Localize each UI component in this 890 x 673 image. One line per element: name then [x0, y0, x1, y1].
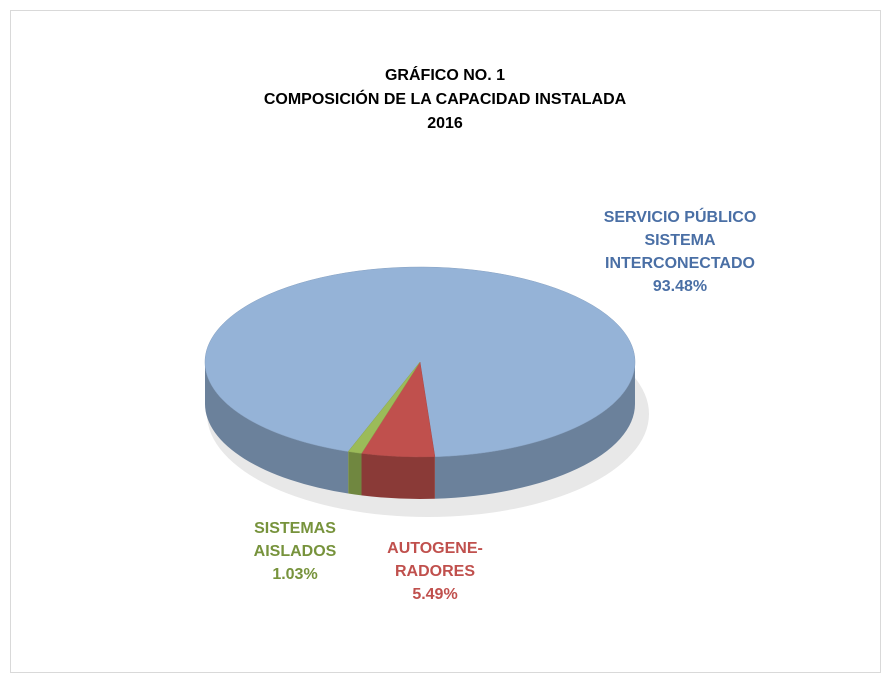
value-label: 93.48%: [653, 278, 707, 295]
text-line: SISTEMAS: [254, 520, 336, 537]
value-label: 1.03%: [272, 566, 317, 583]
text-line: SERVICIO PÚBLICO: [604, 207, 757, 226]
text-line: RADORES: [395, 563, 475, 580]
slice-label: SISTEMAS AISLADOS: [254, 520, 337, 560]
text-line: AISLADOS: [254, 543, 337, 560]
slice-side: [434, 362, 635, 499]
chart-title: GRÁFICO NO. 1 COMPOSICIÓN DE LA CAPACIDAD…: [264, 65, 627, 132]
slice-label: AUTOGENE- RADORES: [387, 540, 483, 580]
slice-label: SERVICIO PÚBLICO SISTEMA INTERCONECTADO: [604, 207, 757, 272]
slice-side: [205, 362, 349, 494]
slice-side: [361, 453, 435, 500]
text-line: 2016: [427, 115, 463, 132]
slice-side: [348, 451, 362, 496]
slice: [347, 361, 421, 454]
value-label: 5.49%: [412, 586, 457, 603]
text-line: INTERCONECTADO: [605, 255, 755, 272]
text-line: COMPOSICIÓN DE LA CAPACIDAD INSTALADA: [264, 89, 627, 108]
text-line: GRÁFICO NO. 1: [385, 65, 505, 84]
text-line: AUTOGENE-: [387, 540, 483, 557]
text-line: SISTEMA: [644, 232, 716, 249]
